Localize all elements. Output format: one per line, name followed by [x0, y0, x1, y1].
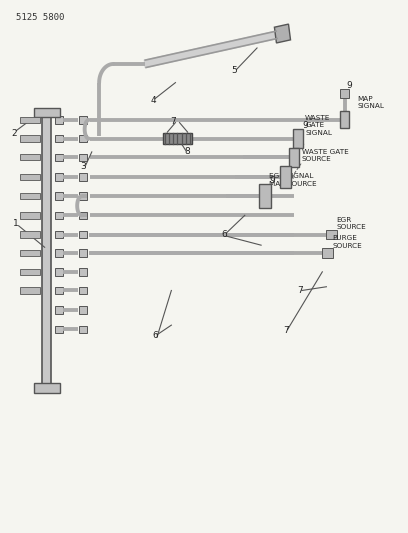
Bar — [20, 154, 40, 160]
Text: 9: 9 — [290, 158, 296, 166]
Bar — [42, 112, 51, 386]
Bar — [322, 248, 333, 258]
Bar — [79, 212, 87, 219]
Bar — [55, 116, 63, 124]
Bar — [79, 326, 87, 333]
Text: 7: 7 — [283, 326, 288, 335]
Bar — [20, 269, 40, 275]
Text: 7: 7 — [297, 286, 303, 295]
Text: 5: 5 — [232, 67, 237, 75]
Bar — [20, 193, 40, 199]
Text: 2: 2 — [11, 129, 17, 138]
Text: WASTE
GATE
SIGNAL: WASTE GATE SIGNAL — [305, 115, 332, 136]
Bar — [79, 306, 87, 314]
Text: 8: 8 — [185, 148, 191, 156]
Bar — [340, 89, 349, 98]
Text: WASTE GATE
SOURCE: WASTE GATE SOURCE — [302, 149, 349, 162]
Bar — [34, 383, 60, 393]
Bar — [289, 148, 299, 167]
Bar — [79, 116, 87, 124]
Bar — [55, 173, 63, 181]
Bar — [55, 135, 63, 142]
Bar — [79, 173, 87, 181]
Bar — [20, 287, 40, 294]
Bar — [55, 326, 63, 333]
Bar — [340, 111, 349, 128]
Bar — [55, 231, 63, 238]
Bar — [20, 117, 40, 123]
Text: 3: 3 — [81, 162, 86, 171]
Bar — [20, 250, 40, 256]
Bar — [79, 287, 87, 294]
Text: 5125 5800: 5125 5800 — [16, 13, 65, 22]
Bar — [55, 268, 63, 276]
Bar — [326, 230, 337, 239]
Bar — [34, 108, 60, 117]
Text: EGR SIGNAL
MAP SOURCE: EGR SIGNAL MAP SOURCE — [269, 173, 317, 187]
Bar — [280, 166, 291, 188]
Bar — [55, 212, 63, 219]
Bar — [79, 192, 87, 200]
Bar — [20, 231, 40, 238]
Bar — [20, 212, 40, 219]
Text: 9: 9 — [346, 81, 352, 90]
Bar — [163, 133, 192, 144]
Bar — [79, 231, 87, 238]
Text: 7: 7 — [171, 117, 176, 126]
Bar — [275, 24, 290, 43]
Text: 1: 1 — [13, 220, 19, 228]
Polygon shape — [144, 31, 278, 68]
Text: 9: 9 — [298, 141, 304, 150]
Text: 9: 9 — [270, 176, 275, 184]
Text: 4: 4 — [150, 96, 156, 104]
Bar — [55, 154, 63, 161]
Text: PURGE
SOURCE: PURGE SOURCE — [333, 236, 362, 249]
Bar — [20, 174, 40, 180]
Bar — [55, 192, 63, 200]
Bar — [20, 135, 40, 142]
Bar — [55, 287, 63, 294]
Text: 6: 6 — [152, 332, 158, 340]
Bar — [55, 249, 63, 257]
Bar — [293, 129, 303, 148]
Bar — [55, 306, 63, 314]
Text: EGR
SOURCE: EGR SOURCE — [337, 217, 366, 230]
Bar — [259, 184, 271, 208]
Text: MAP
SIGNAL: MAP SIGNAL — [357, 96, 384, 109]
Bar — [79, 268, 87, 276]
Bar — [79, 249, 87, 257]
Bar — [79, 135, 87, 142]
Bar — [79, 154, 87, 161]
Text: 6: 6 — [222, 230, 227, 239]
Text: 9: 9 — [302, 121, 308, 130]
